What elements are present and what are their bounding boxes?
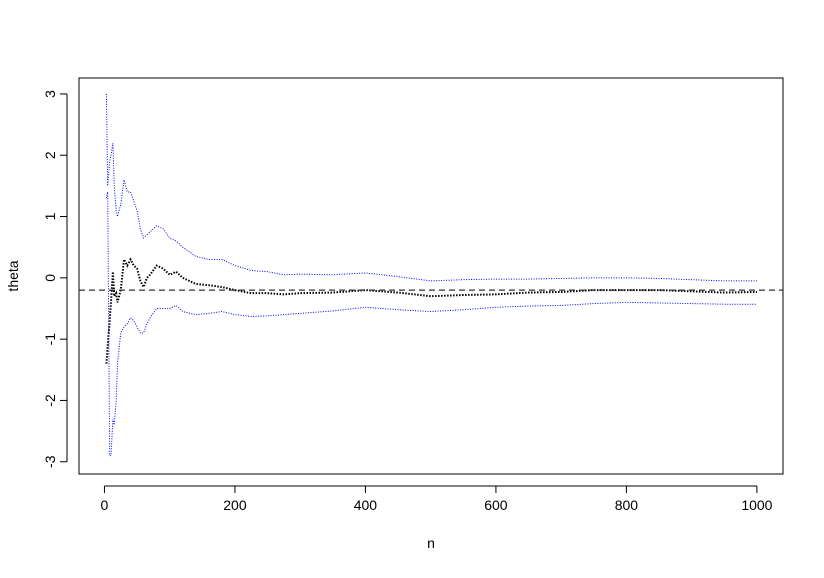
series-line <box>105 256 757 364</box>
y-tick-label: 1 <box>42 212 58 220</box>
series-line <box>105 93 757 282</box>
plot-frame <box>78 77 784 475</box>
x-tick-label: 400 <box>354 497 378 513</box>
y-axis-label: theta <box>5 260 21 291</box>
y-tick-label: 0 <box>42 274 58 282</box>
x-tick-label: 1000 <box>741 497 772 513</box>
x-tick-label: 600 <box>484 497 508 513</box>
x-tick-label: 200 <box>223 497 247 513</box>
y-tick-label: 3 <box>42 90 58 98</box>
x-tick-label: 800 <box>615 497 639 513</box>
y-tick-label: -1 <box>42 333 58 346</box>
series-line <box>105 191 757 457</box>
x-axis-label: n <box>427 535 435 551</box>
y-tick-label: 2 <box>42 151 58 159</box>
y-tick-label: -2 <box>42 394 58 407</box>
x-tick-label: 0 <box>101 497 109 513</box>
y-tick-label: -3 <box>42 455 58 468</box>
